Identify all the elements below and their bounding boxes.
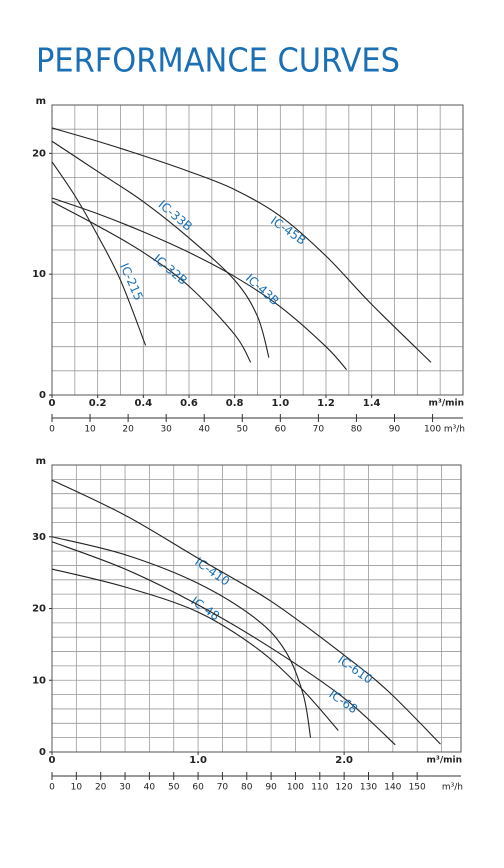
x2-tick-label: 40 (198, 425, 210, 435)
x2-tick-label: 50 (168, 783, 180, 793)
performance-curve (51, 568, 339, 731)
x-tick-label: 0.4 (134, 398, 152, 409)
x2-tick-label: 20 (122, 425, 134, 435)
x-tick-label: 1.0 (271, 398, 289, 409)
performance-curve (51, 140, 270, 358)
x2-tick-label: 150 (409, 783, 426, 793)
x2-tick-label: 50 (237, 425, 249, 435)
y-axis-label: m (36, 456, 46, 467)
x2-tick-label: 120 (336, 783, 353, 793)
performance-curve (51, 536, 312, 738)
x-tick-label: 0 (49, 755, 56, 766)
x-axis-label: m³/min (427, 756, 462, 766)
page-title: PERFORMANCE CURVES (36, 41, 400, 80)
curve-label: IC-45B (268, 213, 309, 247)
x2-tick-label: 10 (71, 783, 83, 793)
x2-tick-label: 0 (49, 425, 55, 435)
curve-label: IC-32B (151, 251, 190, 287)
performance-curve (51, 197, 347, 370)
x2-axis-label: m³/h (444, 425, 465, 435)
performance-curve (51, 127, 432, 363)
x2-axis-label: m³/h (442, 783, 463, 793)
plot-frame (51, 104, 464, 396)
x2-tick-label: 80 (241, 783, 253, 793)
x-axis-label: m³/min (429, 399, 464, 409)
x-tick-label: 0.2 (89, 398, 107, 409)
x2-tick-label: 40 (144, 783, 156, 793)
x2-tick-label: 0 (49, 783, 55, 793)
y-tick-label: 0 (39, 747, 46, 758)
x2-tick-label: 10 (84, 425, 96, 435)
performance-curve (51, 201, 252, 363)
x-tick-label: 0.8 (226, 398, 244, 409)
performance-curve (51, 161, 147, 346)
curve-label: IC-610 (335, 653, 375, 687)
y-tick-label: 20 (32, 604, 46, 615)
x2-tick-label: 130 (360, 783, 377, 793)
y-tick-label: 20 (32, 148, 46, 159)
x2-tick-label: 70 (217, 783, 229, 793)
x2-tick-label: 30 (160, 425, 172, 435)
x-tick-label: 1.2 (317, 398, 335, 409)
x-tick-label: 1.0 (189, 755, 207, 766)
performance-curve (51, 479, 441, 745)
y-tick-label: 10 (32, 675, 46, 686)
y-tick-label: 0 (39, 390, 46, 401)
y-tick-label: 10 (32, 269, 46, 280)
x2-tick-label: 30 (119, 783, 131, 793)
y-tick-label: 30 (32, 532, 46, 543)
x2-tick-label: 100 (287, 783, 304, 793)
x-tick-label: 0 (49, 398, 56, 409)
curve-label: IC-68 (326, 687, 360, 717)
x2-tick-label: 140 (384, 783, 401, 793)
x2-tick-label: 70 (313, 425, 325, 435)
x-tick-label: 2.0 (335, 755, 353, 766)
x2-tick-label: 100 (424, 425, 441, 435)
x2-tick-label: 60 (275, 425, 287, 435)
chart: 0 10 20 m 0 0.2 0.4 0.6 0.8 1.0 1.2 1.4 m³/min 0 10 20 3… (32, 96, 465, 435)
y-axis-label: m (36, 96, 46, 107)
chart: 0 10 20 30 m 0 1.0 2.0 m³/min 0 10 20 30 40 50 60 70 80 90… (32, 456, 463, 793)
x2-tick-label: 110 (311, 783, 328, 793)
x2-tick-label: 60 (192, 783, 204, 793)
x-tick-label: 1.4 (363, 398, 381, 409)
x2-tick-label: 80 (351, 425, 363, 435)
x2-tick-label: 20 (95, 783, 107, 793)
x2-tick-label: 90 (265, 783, 277, 793)
curve-label: IC-43B (243, 271, 282, 308)
x-tick-label: 0.6 (180, 398, 198, 409)
performance-curve (51, 541, 396, 746)
x2-tick-label: 90 (389, 425, 401, 435)
